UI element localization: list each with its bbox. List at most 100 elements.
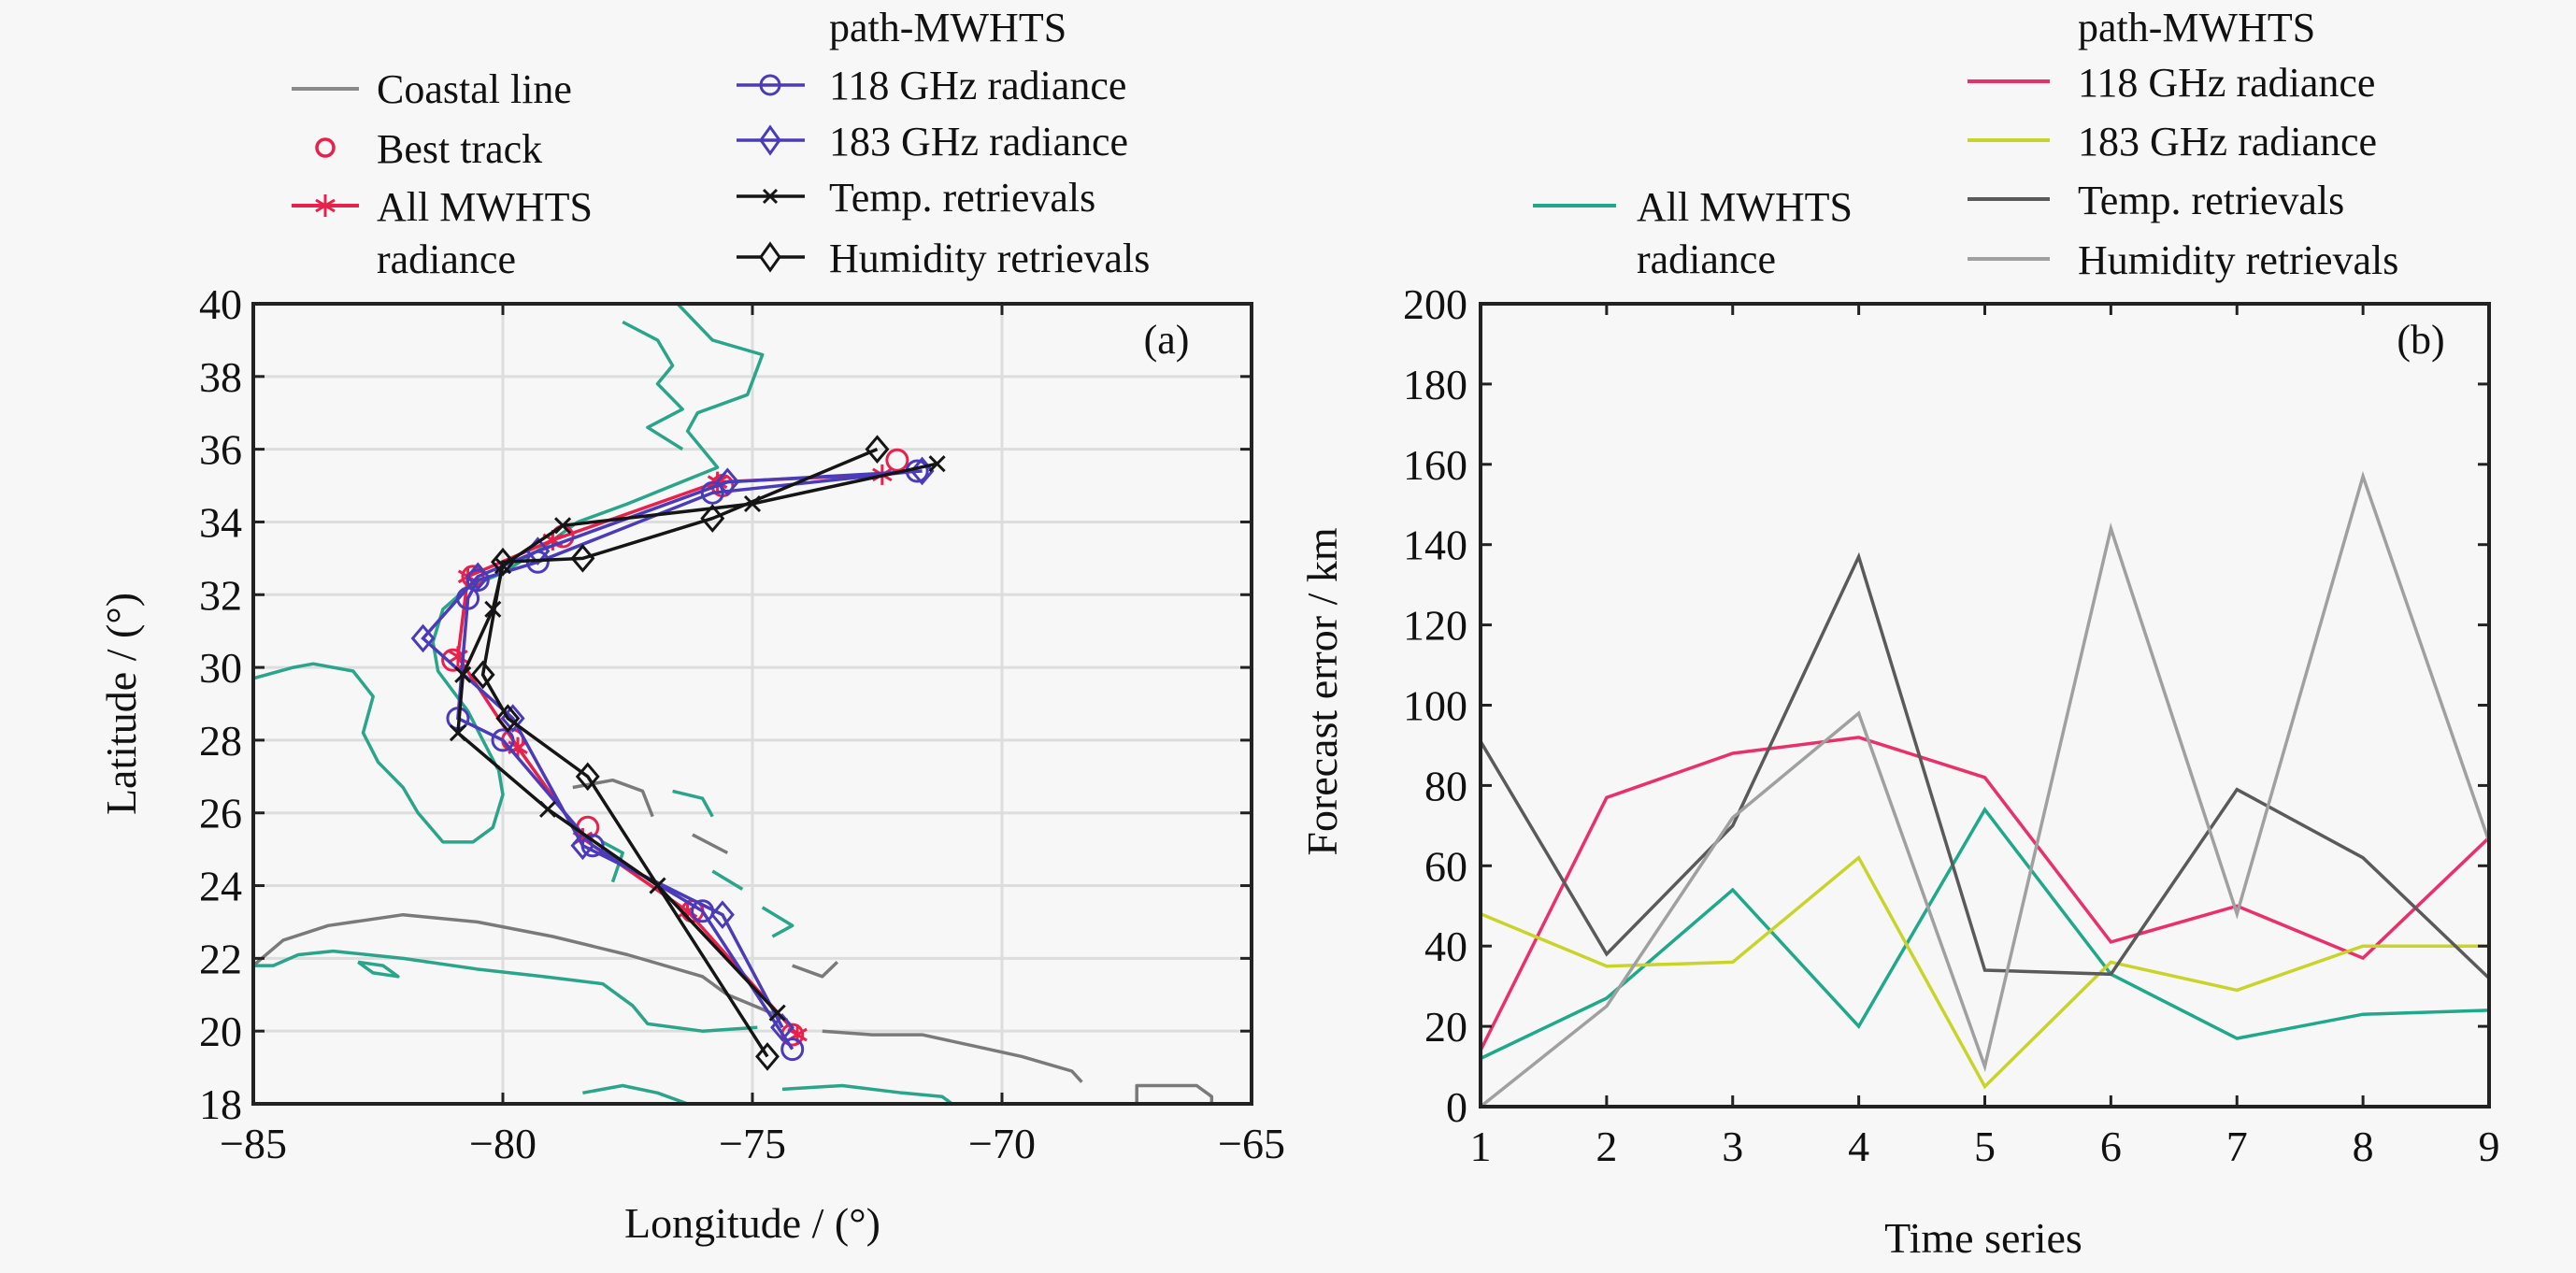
track-line-r183 <box>421 469 923 1029</box>
x-tick-label: 4 <box>1848 1123 1869 1170</box>
y-tick-label: 40 <box>1424 923 1467 970</box>
series-hum <box>1479 470 2491 1109</box>
y-tick-label: 24 <box>199 863 242 910</box>
coastline-bahamas-4 <box>692 833 729 855</box>
legend-item-183ghz: 183 GHz radiance <box>1968 119 2377 164</box>
x-tick-label: 9 <box>2479 1123 2500 1170</box>
coastlines <box>251 302 1214 1106</box>
legend-a: Coastal line Best track All MWHTS radian… <box>292 5 1150 282</box>
coastline-hispaniola-north <box>822 1029 1083 1083</box>
y-tick-label: 180 <box>1403 361 1467 408</box>
diamond-marker-icon <box>759 241 781 273</box>
legend-label: All MWHTS <box>377 184 593 230</box>
legend-item-humidity: Humidity retrievals <box>1968 237 2398 283</box>
y-tick-label: 200 <box>1403 280 1467 328</box>
x-stroke <box>768 1004 786 1022</box>
x-axis-title-a: Longitude / (°) <box>624 1199 880 1247</box>
coastline-bahamas-3 <box>672 789 714 818</box>
series-r118 <box>446 459 929 1062</box>
coastline-jamaica <box>582 1083 689 1106</box>
coastline-us-east-coast <box>431 302 765 770</box>
track-point-diamond <box>770 1012 795 1042</box>
track-line-hum <box>480 447 879 1058</box>
coastline-bahamas-7 <box>792 961 839 979</box>
series-line-r183 <box>1480 855 2489 1090</box>
y-tick-label: 20 <box>1424 1003 1467 1051</box>
y-tick-label: 60 <box>1424 842 1467 890</box>
legend-item-118ghz: 118 GHz radiance <box>737 63 1126 108</box>
series-temp <box>449 455 946 1022</box>
series-r183 <box>410 456 935 1042</box>
legend-item-temp: Temp. retrievals <box>737 175 1095 221</box>
legend-label-line2: radiance <box>1637 236 1776 282</box>
circle-marker-icon <box>759 74 781 96</box>
y-tick-label: 36 <box>199 426 242 474</box>
legend-item-118ghz: 118 GHz radiance <box>1968 60 2375 106</box>
series-r183 <box>1480 855 2490 1090</box>
series-line-r118 <box>1479 736 2491 1051</box>
panel-label-a: (a) <box>1144 317 1190 363</box>
track-point-diamond <box>470 660 495 690</box>
legend-label: All MWHTS <box>1637 184 1853 230</box>
coastline-chesapeake <box>622 320 684 451</box>
y-tick-label: 34 <box>199 498 242 546</box>
y-tick-label: 160 <box>1403 441 1467 489</box>
coastline-cuba-north <box>251 912 789 1023</box>
track-point-x <box>928 455 946 473</box>
coastline-isle-of-youth <box>357 960 400 979</box>
grid-lines-a <box>253 304 1252 1104</box>
y-tick-label: 22 <box>199 935 242 982</box>
track-point-x <box>554 517 572 535</box>
diamond-marker-icon <box>759 124 781 156</box>
legend-label: Humidity retrievals <box>829 236 1150 281</box>
x-stroke <box>449 724 467 742</box>
track-point-diamond <box>465 562 491 592</box>
legend-item-coastal-line: Coastal line <box>292 66 572 112</box>
y-tick-label: 18 <box>199 1080 242 1128</box>
track-line-temp <box>456 462 937 1014</box>
panel-label-b: (b) <box>2397 317 2444 363</box>
x-tick-label: 1 <box>1470 1123 1492 1170</box>
y-tick-label: 120 <box>1403 602 1467 650</box>
track-point-diamond <box>491 547 515 577</box>
circle-marker-icon <box>315 137 336 158</box>
coastline-bahamas-6 <box>761 906 794 938</box>
legend-item-all-mwhts: All MWHTS radiance <box>1533 184 1853 282</box>
track-point-x <box>538 800 557 818</box>
x-marker-icon <box>762 188 779 205</box>
track-point-circle <box>491 728 515 752</box>
y-tick-label: 30 <box>199 644 242 692</box>
series-best <box>441 448 909 1047</box>
ticks-a: −85 −80 −75 −70 −65 18 20 22 24 26 28 30 32 34 36 38 40 <box>199 280 1285 1167</box>
y-tick-label: 100 <box>1403 682 1467 730</box>
ticks-b: 1 2 3 4 5 6 7 8 9 0 20 40 60 80 100 120 140 160 180 200 <box>1403 280 2500 1170</box>
series-temp <box>1479 551 2491 980</box>
x-tick-label: −85 <box>220 1120 287 1167</box>
series-line-all <box>1480 807 2490 1061</box>
legend-label: 183 GHz radiance <box>829 119 1128 164</box>
x-stroke <box>538 800 557 818</box>
coastline-puerto-rico <box>1135 1083 1214 1104</box>
y-tick-label: 40 <box>199 280 242 328</box>
coastline-cuba-south <box>253 949 758 1033</box>
track-point-circle <box>780 1037 805 1062</box>
legend-label: Temp. retrievals <box>829 175 1095 221</box>
legend-label: Humidity retrievals <box>2078 237 2398 283</box>
legend-label-line2: radiance <box>377 236 516 282</box>
star-stroke <box>542 533 564 548</box>
y-tick-label: 26 <box>199 790 242 837</box>
coastline-hispaniola-south <box>781 1083 953 1106</box>
track-point-diamond <box>700 504 725 533</box>
legend-label: Coastal line <box>377 66 572 112</box>
legend-heading: path-MWHTS <box>829 5 1066 50</box>
series-hum <box>470 435 890 1071</box>
x-stroke <box>928 455 946 473</box>
legend-label: Best track <box>377 126 542 172</box>
legend-item-best-track: Best track <box>315 126 542 172</box>
track-point-x <box>449 724 467 742</box>
x-tick-label: 8 <box>2353 1123 2374 1170</box>
legend-label: 118 GHz radiance <box>829 63 1126 108</box>
legend-item-183ghz: 183 GHz radiance <box>737 119 1128 164</box>
track-point-diamond <box>495 704 521 733</box>
